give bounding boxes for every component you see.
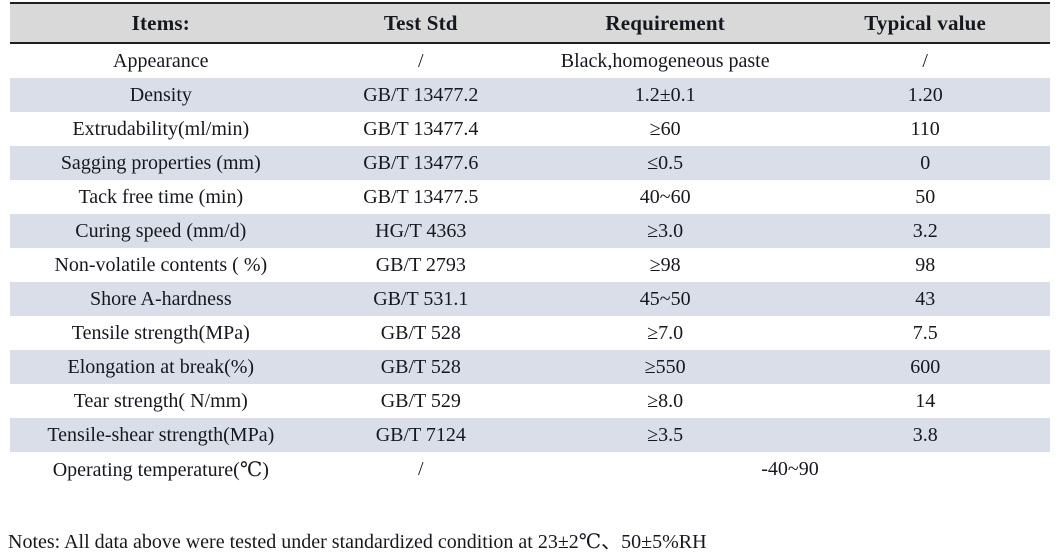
cell-requirement: 1.2±0.1 bbox=[529, 78, 801, 112]
cell-test-std: / bbox=[311, 43, 530, 78]
col-header-requirement: Requirement bbox=[529, 2, 801, 44]
cell-typical-value: 3.8 bbox=[800, 418, 1050, 452]
cell-typical-value: 3.2 bbox=[800, 214, 1050, 248]
col-header-typical-value: Typical value bbox=[800, 2, 1050, 44]
cell-typical-value: 7.5 bbox=[800, 316, 1050, 350]
table-row: Tensile-shear strength(MPa) GB/T 7124 ≥3.5… bbox=[10, 418, 1050, 452]
cell-test-std: GB/T 13477.5 bbox=[311, 180, 530, 214]
cell-requirement: ≥98 bbox=[529, 248, 801, 282]
cell-item: Extrudability(ml/min) bbox=[10, 112, 312, 146]
table-row: Tensile strength(MPa) GB/T 528 ≥7.0 7.5 bbox=[10, 316, 1050, 350]
cell-test-std: GB/T 13477.4 bbox=[311, 112, 530, 146]
table-row: Density GB/T 13477.2 1.2±0.1 1.20 bbox=[10, 78, 1050, 112]
cell-test-std: GB/T 13477.6 bbox=[311, 146, 530, 180]
cell-item: Density bbox=[10, 78, 312, 112]
cell-item: Curing speed (mm/d) bbox=[10, 214, 312, 248]
col-header-test-std: Test Std bbox=[311, 2, 530, 44]
cell-item: Tensile strength(MPa) bbox=[10, 316, 312, 350]
spec-table-container: Items: Test Std Requirement Typical valu… bbox=[10, 2, 1050, 486]
cell-typical-value: 110 bbox=[800, 112, 1050, 146]
cell-item: Non-volatile contents ( %) bbox=[10, 248, 312, 282]
table-row: Non-volatile contents ( %) GB/T 2793 ≥98 98 bbox=[10, 248, 1050, 282]
table-row: Tack free time (min) GB/T 13477.5 40~60 50 bbox=[10, 180, 1050, 214]
cell-requirement: ≥550 bbox=[529, 350, 801, 384]
table-row: Tear strength( N/mm) GB/T 529 ≥8.0 14 bbox=[10, 384, 1050, 418]
cell-test-std: GB/T 528 bbox=[311, 350, 530, 384]
cell-test-std: GB/T 528 bbox=[311, 316, 530, 350]
table-row: Shore A-hardness GB/T 531.1 45~50 43 bbox=[10, 282, 1050, 316]
cell-requirement: ≥3.5 bbox=[529, 418, 801, 452]
notes-text: Notes: All data above were tested under … bbox=[8, 531, 707, 553]
cell-typical-value: 43 bbox=[800, 282, 1050, 316]
cell-item: Operating temperature(℃) bbox=[10, 452, 312, 486]
cell-item: Appearance bbox=[10, 43, 312, 78]
table-row: Curing speed (mm/d) HG/T 4363 ≥3.0 3.2 bbox=[10, 214, 1050, 248]
cell-requirement: ≤0.5 bbox=[529, 146, 801, 180]
cell-requirement: 40~60 bbox=[529, 180, 801, 214]
cell-item: Tensile-shear strength(MPa) bbox=[10, 418, 312, 452]
cell-test-std: GB/T 7124 bbox=[311, 418, 530, 452]
cell-test-std: GB/T 531.1 bbox=[311, 282, 530, 316]
cell-requirement: ≥3.0 bbox=[529, 214, 801, 248]
cell-typical-value: 0 bbox=[800, 146, 1050, 180]
cell-requirement: -40~90 bbox=[529, 452, 1050, 486]
table-row: Elongation at break(%) GB/T 528 ≥550 600 bbox=[10, 350, 1050, 384]
cell-requirement: ≥7.0 bbox=[529, 316, 801, 350]
table-row: Appearance / Black,homogeneous paste / bbox=[10, 43, 1050, 78]
cell-typical-value: 600 bbox=[800, 350, 1050, 384]
cell-item: Tear strength( N/mm) bbox=[10, 384, 312, 418]
cell-requirement: 45~50 bbox=[529, 282, 801, 316]
cell-typical-value: / bbox=[800, 43, 1050, 78]
cell-requirement: ≥60 bbox=[529, 112, 801, 146]
cell-test-std: / bbox=[311, 452, 530, 486]
cell-item: Tack free time (min) bbox=[10, 180, 312, 214]
cell-typical-value: 50 bbox=[800, 180, 1050, 214]
table-row: Extrudability(ml/min) GB/T 13477.4 ≥60 110 bbox=[10, 112, 1050, 146]
spec-table: Items: Test Std Requirement Typical valu… bbox=[10, 2, 1050, 486]
header-row: Items: Test Std Requirement Typical valu… bbox=[10, 2, 1050, 44]
cell-typical-value: 98 bbox=[800, 248, 1050, 282]
cell-item: Elongation at break(%) bbox=[10, 350, 312, 384]
col-header-items: Items: bbox=[10, 2, 312, 44]
cell-item: Shore A-hardness bbox=[10, 282, 312, 316]
cell-item: Sagging properties (mm) bbox=[10, 146, 312, 180]
cell-requirement: ≥8.0 bbox=[529, 384, 801, 418]
table-row: Sagging properties (mm) GB/T 13477.6 ≤0.5 0 bbox=[10, 146, 1050, 180]
table-row: Operating temperature(℃) / -40~90 bbox=[10, 452, 1050, 486]
cell-test-std: GB/T 2793 bbox=[311, 248, 530, 282]
cell-typical-value: 14 bbox=[800, 384, 1050, 418]
cell-typical-value: 1.20 bbox=[800, 78, 1050, 112]
cell-requirement: Black,homogeneous paste bbox=[529, 43, 801, 78]
cell-test-std: HG/T 4363 bbox=[311, 214, 530, 248]
cell-test-std: GB/T 529 bbox=[311, 384, 530, 418]
cell-test-std: GB/T 13477.2 bbox=[311, 78, 530, 112]
